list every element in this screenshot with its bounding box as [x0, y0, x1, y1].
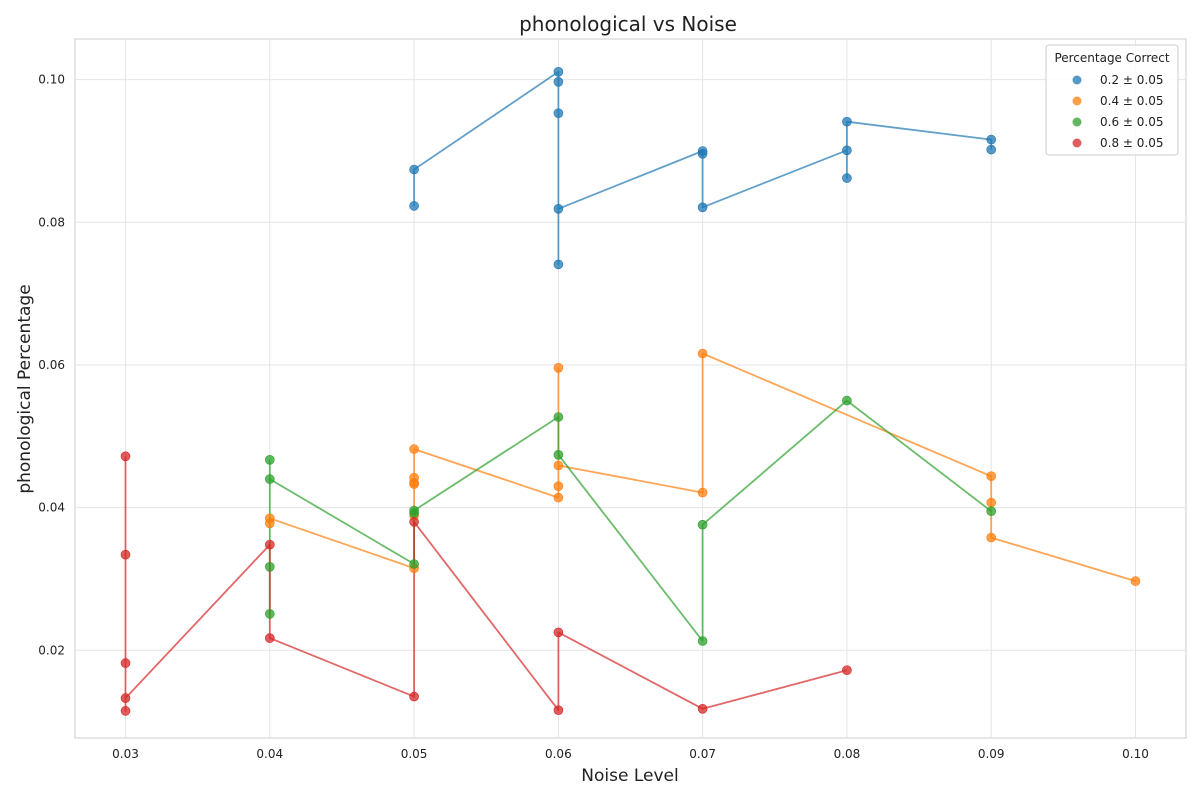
- data-point-series-0: [409, 164, 419, 175]
- data-point-series-2: [842, 395, 852, 406]
- x-tick-label: 0.09: [978, 747, 1005, 761]
- data-point-series-1: [553, 460, 564, 471]
- data-point-series-2: [553, 449, 564, 460]
- data-point-series-2: [409, 505, 419, 516]
- data-point-series-0: [553, 67, 564, 77]
- legend-title: Percentage Correct: [1054, 51, 1169, 65]
- data-point-series-3: [264, 539, 275, 550]
- data-point-series-1: [697, 348, 708, 359]
- data-point-series-0: [697, 149, 708, 159]
- legend: Percentage Correct 0.2 ± 0.050.4 ± 0.050…: [1045, 44, 1179, 156]
- x-tick-label: 0.06: [545, 747, 572, 761]
- data-point-series-0: [842, 173, 852, 183]
- data-point-series-1: [986, 532, 997, 543]
- legend-marker-1: [1072, 96, 1082, 106]
- data-point-series-0: [697, 202, 708, 213]
- data-point-series-3: [697, 703, 708, 714]
- data-point-series-1: [409, 472, 419, 483]
- data-point-series-0: [553, 108, 564, 118]
- data-point-series-0: [842, 145, 852, 156]
- data-point-series-2: [697, 636, 708, 646]
- data-point-series-0: [553, 204, 564, 214]
- data-point-series-2: [697, 519, 708, 530]
- data-point-series-2: [264, 561, 275, 572]
- data-point-series-3: [409, 691, 419, 702]
- x-axis-label: Noise Level: [581, 766, 678, 786]
- y-axis-label: phonological Percentage: [15, 284, 35, 493]
- data-point-series-1: [1130, 576, 1141, 586]
- x-tick-label: 0.08: [834, 747, 861, 761]
- series-points: [120, 67, 1141, 716]
- y-tick-label: 0.06: [38, 358, 65, 372]
- data-point-series-3: [842, 665, 852, 676]
- legend-box: [1045, 44, 1179, 156]
- data-point-series-3: [120, 693, 131, 703]
- data-point-series-3: [553, 627, 564, 638]
- data-point-series-1: [986, 471, 997, 482]
- legend-marker-0: [1072, 75, 1082, 85]
- data-point-series-1: [264, 513, 275, 524]
- data-point-series-1: [986, 497, 997, 508]
- data-point-series-2: [553, 412, 564, 422]
- legend-label-3: 0.8 ± 0.05: [1100, 136, 1164, 150]
- data-point-series-0: [553, 77, 564, 87]
- data-point-series-1: [409, 444, 419, 454]
- y-tick-label: 0.10: [38, 73, 65, 87]
- x-tick-label: 0.07: [689, 747, 716, 761]
- x-tick-label: 0.10: [1122, 747, 1149, 761]
- y-tick-label: 0.08: [38, 215, 65, 229]
- y-tick-label: 0.04: [38, 501, 65, 515]
- legend-label-2: 0.6 ± 0.05: [1100, 115, 1164, 129]
- x-tick-label: 0.05: [401, 747, 428, 761]
- legend-label-1: 0.4 ± 0.05: [1100, 94, 1164, 108]
- data-point-series-3: [120, 451, 131, 462]
- y-tick-label: 0.02: [38, 643, 65, 657]
- data-point-series-2: [264, 454, 275, 465]
- data-point-series-0: [842, 116, 852, 127]
- data-point-series-2: [264, 609, 275, 619]
- data-point-series-2: [986, 506, 997, 517]
- data-point-series-1: [553, 492, 564, 503]
- data-point-series-2: [264, 474, 275, 484]
- data-point-series-3: [264, 633, 275, 643]
- data-point-series-0: [553, 259, 564, 270]
- chart-title: phonological vs Noise: [519, 12, 737, 36]
- data-point-series-1: [697, 487, 708, 498]
- x-tick-label: 0.04: [256, 747, 283, 761]
- plot-area: [74, 38, 1187, 739]
- data-point-series-1: [553, 362, 564, 373]
- data-point-series-3: [553, 705, 564, 716]
- legend-marker-3: [1072, 138, 1082, 148]
- data-point-series-2: [409, 559, 419, 569]
- data-point-series-0: [986, 144, 997, 155]
- x-axis-ticks: 0.03 0.04 0.05 0.06 0.07 0.08 0.09 0.10: [112, 747, 1149, 761]
- legend-marker-2: [1072, 117, 1082, 127]
- data-point-series-3: [120, 706, 131, 716]
- legend-label-0: 0.2 ± 0.05: [1100, 73, 1164, 87]
- data-point-series-3: [409, 517, 419, 527]
- data-point-series-0: [409, 201, 419, 211]
- data-point-series-1: [553, 481, 564, 492]
- y-axis-ticks: 0.02 0.04 0.06 0.08 0.10: [38, 73, 65, 658]
- data-point-series-0: [986, 134, 997, 145]
- data-point-series-3: [120, 549, 131, 560]
- data-point-series-3: [120, 658, 131, 668]
- legend-entries: 0.2 ± 0.05 0.4 ± 0.05 0.6 ± 0.05 0.8 ± 0.05: [1072, 73, 1164, 150]
- x-tick-label: 0.03: [112, 747, 139, 761]
